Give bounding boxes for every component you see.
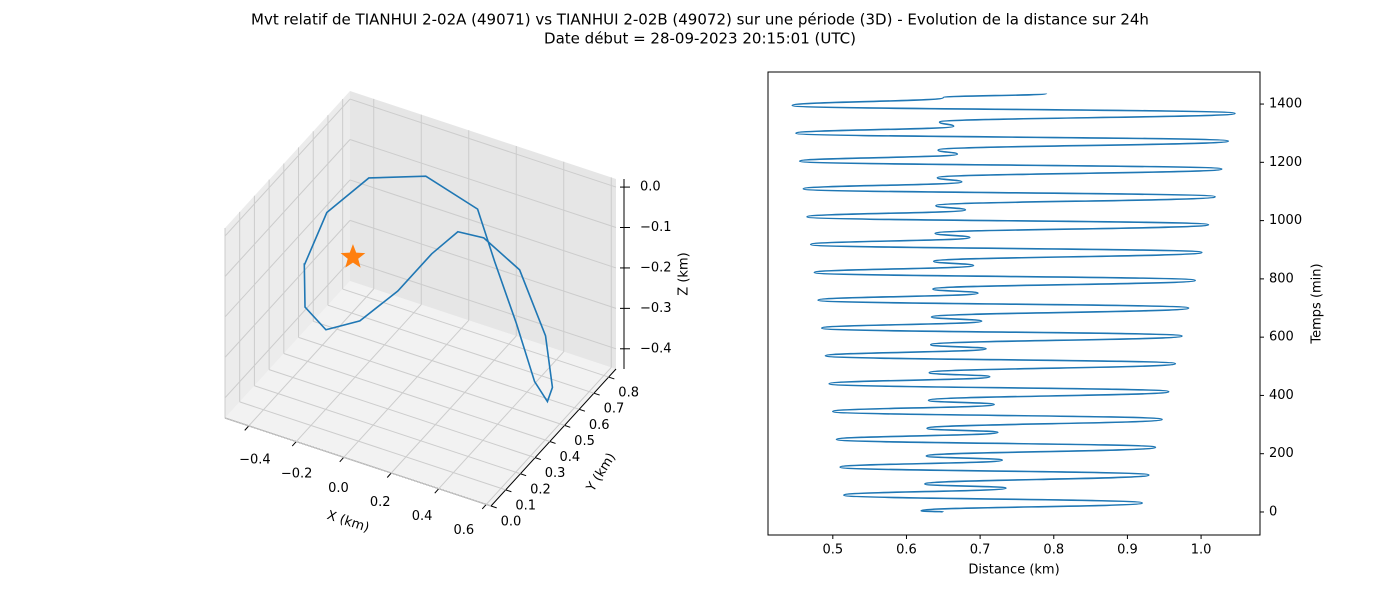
x-tick-label: 0.9 xyxy=(1117,543,1138,558)
x-tick xyxy=(481,504,487,510)
grid-line xyxy=(295,304,422,442)
y-tick-label: 800 xyxy=(1269,271,1294,286)
grid-line xyxy=(349,139,617,228)
y-tick-label: 200 xyxy=(1269,446,1294,461)
grid-line xyxy=(254,385,521,475)
x-tick-label: 0.2 xyxy=(370,495,391,510)
y-tick xyxy=(520,473,527,477)
y-tick-label: 1200 xyxy=(1269,155,1302,170)
distance-line xyxy=(791,92,1236,513)
left-pane xyxy=(225,91,350,418)
x-tick xyxy=(339,456,345,463)
x-tick xyxy=(291,441,297,447)
x-axis-label: X (km) xyxy=(325,508,371,536)
grid-line xyxy=(327,304,595,394)
grid-line xyxy=(224,98,351,237)
x-tick-label: 0.4 xyxy=(412,509,433,524)
y-tick-label: 0.6 xyxy=(589,418,610,433)
y-tick xyxy=(490,505,497,509)
grid-line xyxy=(224,139,351,277)
grid-line xyxy=(438,351,565,490)
star-marker xyxy=(340,244,366,268)
y-tick-label: 0.4 xyxy=(559,450,580,465)
grid-line xyxy=(313,320,580,410)
x-tick-label: 0.6 xyxy=(453,523,474,538)
y-tick xyxy=(608,376,615,380)
y-tick-label: 600 xyxy=(1269,330,1294,345)
x-tick-label: 0.6 xyxy=(896,543,917,558)
x-tick xyxy=(244,425,250,431)
z-tick-label: −0.3 xyxy=(640,301,672,316)
y-tick xyxy=(593,392,600,396)
grid-line xyxy=(390,335,517,474)
grid-line xyxy=(224,417,492,507)
y-tick xyxy=(549,441,556,444)
y-tick-label: 0.0 xyxy=(501,515,522,530)
grid-line xyxy=(248,288,375,427)
y-axis-line xyxy=(490,368,617,507)
grid-line xyxy=(224,260,351,399)
z-tick-label: −0.2 xyxy=(640,260,672,275)
x-tick-label: −0.4 xyxy=(239,453,271,468)
y-tick-label: 1000 xyxy=(1269,213,1302,228)
y-tick-label: 0.5 xyxy=(574,434,595,449)
x-tick-label: 0.5 xyxy=(822,543,843,558)
y-tick-label: 1400 xyxy=(1269,97,1302,112)
grid-line xyxy=(224,179,351,318)
grid-line xyxy=(224,220,351,358)
y-tick xyxy=(564,424,571,428)
trajectory-line xyxy=(303,175,554,404)
y-tick-label: 400 xyxy=(1269,388,1294,403)
grid-line xyxy=(342,288,609,378)
y-tick-label: 0.8 xyxy=(618,386,639,401)
y-tick-label: 0 xyxy=(1269,504,1277,519)
z-tick-label: 0.0 xyxy=(640,180,661,195)
z-axis-label: Z (km) xyxy=(677,252,692,295)
figure-subtitle: Date début = 28-09-2023 20:15:01 (UTC) xyxy=(544,30,856,48)
x-tick xyxy=(386,472,392,478)
grid-line xyxy=(349,98,617,188)
y-axis-label: Temps (min) xyxy=(1310,263,1325,344)
figure-title: Mvt relatif de TIANHUI 2-02A (49071) vs … xyxy=(251,11,1149,29)
x-tick-label: 0.0 xyxy=(328,481,349,496)
x-tick-label: 0.8 xyxy=(1043,543,1064,558)
y-tick-label: 0.1 xyxy=(515,498,536,513)
z-tick-label: −0.1 xyxy=(640,220,672,235)
y-tick xyxy=(534,457,541,461)
grid-line xyxy=(239,401,506,491)
grid-line xyxy=(298,336,565,426)
back-pane xyxy=(350,91,616,369)
grid-line xyxy=(268,369,536,459)
y-axis-label: Y (km) xyxy=(583,451,619,496)
grid-line xyxy=(343,319,470,458)
y-tick-label: 0.2 xyxy=(530,482,551,497)
grid-line xyxy=(349,260,617,350)
grid-line xyxy=(485,367,612,505)
x-axis-label: Distance (km) xyxy=(968,563,1059,578)
x-tick xyxy=(434,488,440,494)
y-tick-label: 0.7 xyxy=(604,402,625,417)
y-tick xyxy=(505,489,512,493)
floor-pane xyxy=(225,281,616,506)
grid-line xyxy=(349,219,617,309)
x-tick-label: −0.2 xyxy=(281,467,313,482)
plot-frame xyxy=(767,71,1261,536)
y-tick-label: 0.3 xyxy=(545,466,566,481)
x-tick-label: 0.7 xyxy=(970,543,991,558)
z-tick-label: −0.4 xyxy=(640,341,672,356)
y-tick xyxy=(579,408,586,412)
x-tick-label: 1.0 xyxy=(1191,543,1212,558)
grid-line xyxy=(283,353,550,443)
